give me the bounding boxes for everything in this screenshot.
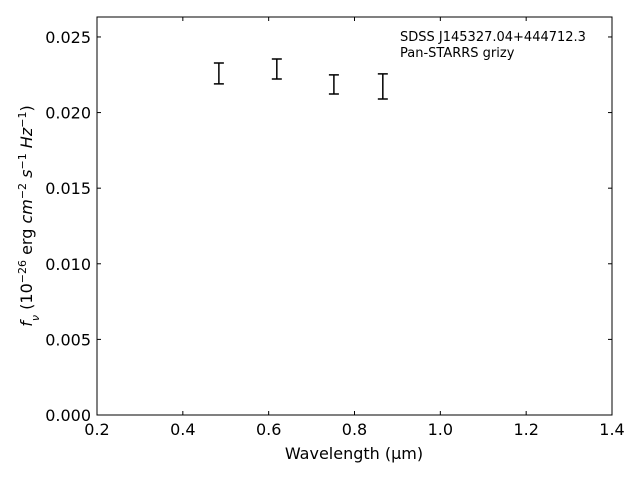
y-tick-label: 0.020 (45, 104, 91, 123)
y-axis-label-part: erg (17, 224, 36, 260)
annotation: Pan-STARRS grizy (400, 46, 515, 61)
error-bar (328, 74, 339, 95)
x-tick-label: 1.2 (513, 420, 538, 439)
y-axis-label: fν (10−26 erg cm−2 s−1 Hz−1) (16, 105, 42, 326)
error-bar (213, 62, 224, 85)
x-axis-label: Wavelength (μm) (285, 444, 423, 463)
x-tick-label: 1.4 (599, 420, 624, 439)
y-tick-label: 0.000 (45, 406, 91, 425)
y-tick-label: 0.015 (45, 179, 91, 198)
x-tick-label: 1.0 (428, 420, 453, 439)
y-axis-label-part: ν (29, 315, 42, 321)
plot-frame (96, 16, 613, 416)
x-tick-label: 0.2 (84, 420, 109, 439)
y-axis-label-part: −1 (16, 153, 29, 169)
y-axis-label-part: ) (17, 105, 36, 111)
y-axis-label-part: (10 (17, 283, 36, 315)
annotation: SDSS J145327.04+444712.3 (400, 30, 586, 45)
y-tick-label: 0.010 (45, 255, 91, 274)
x-tick-label: 0.8 (342, 420, 367, 439)
y-tick-label: 0.025 (45, 28, 91, 47)
y-axis-label-part: f (17, 319, 36, 327)
error-bar (377, 73, 388, 100)
y-axis-label-part: −26 (16, 260, 29, 283)
y-axis-label-part: −2 (16, 183, 29, 199)
y-axis-label-part: cm (17, 199, 36, 223)
y-axis-label-part: −1 (16, 112, 29, 128)
x-tick-label: 0.4 (170, 420, 195, 439)
y-axis-label-part: Hz (17, 127, 36, 148)
y-tick-label: 0.005 (45, 330, 91, 349)
x-tick-label: 0.6 (256, 420, 281, 439)
y-axis-label-part: s (17, 170, 36, 178)
error-bar (271, 58, 282, 80)
